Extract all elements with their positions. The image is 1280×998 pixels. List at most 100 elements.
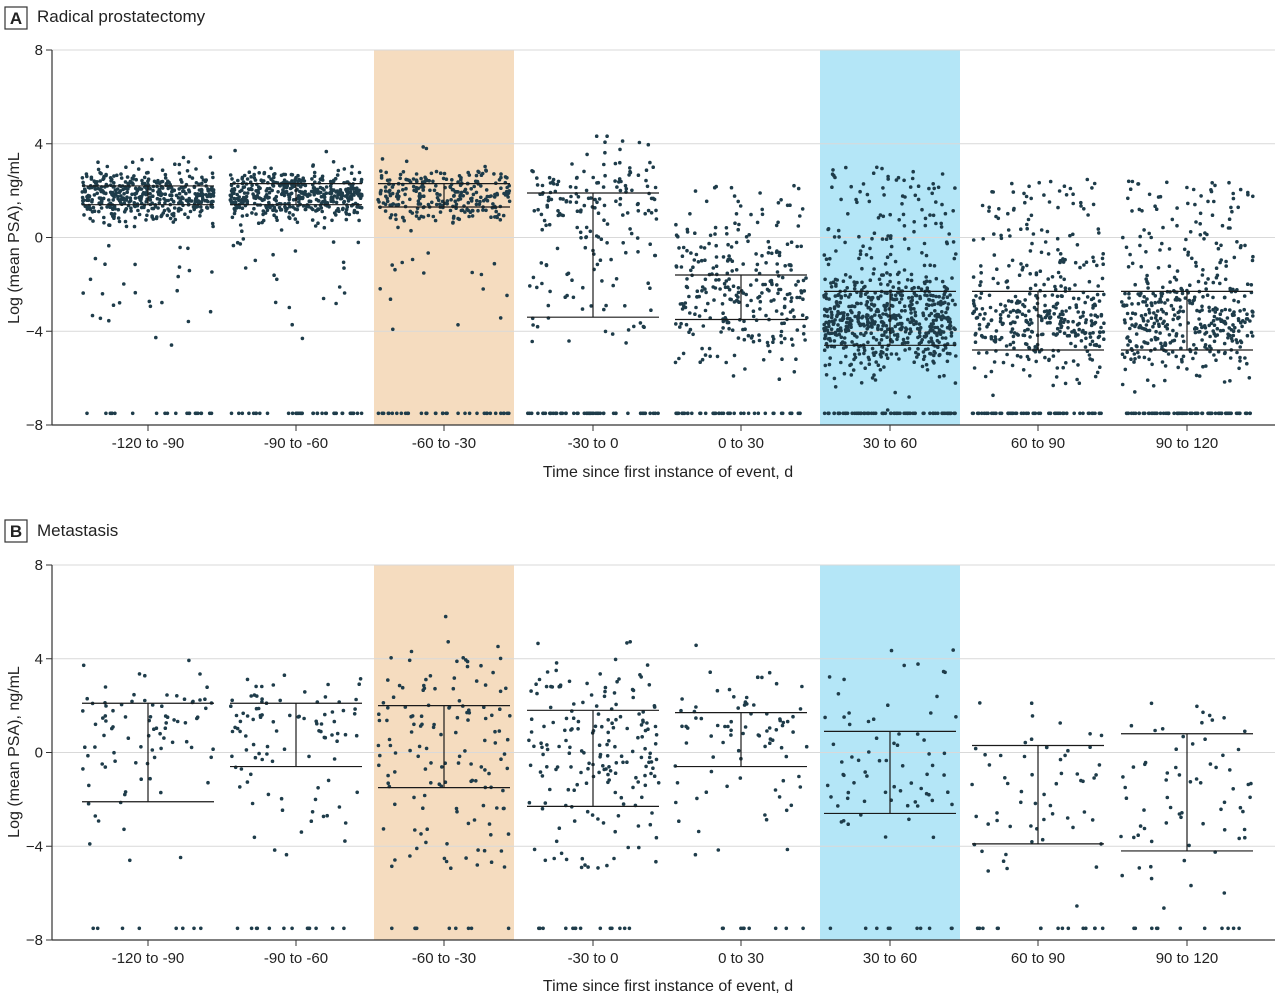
- panel-a-data-point: [890, 327, 894, 331]
- panel-a-data-point: [822, 313, 827, 318]
- panel-a-data-point: [332, 194, 337, 198]
- panel-a-data-point: [825, 328, 830, 333]
- panel-a-data-point: [237, 411, 241, 416]
- panel-b-data-point: [593, 724, 598, 729]
- panel-a-data-point: [885, 255, 890, 259]
- panel-a-data-point: [385, 178, 390, 183]
- panel-a-data-point: [1179, 286, 1183, 291]
- panel-b-data-point: [251, 742, 256, 747]
- panel-a-data-point: [471, 192, 476, 197]
- panel-a-data-point: [1201, 268, 1205, 272]
- panel-a-data-point: [262, 170, 267, 175]
- panel-a-data-point: [624, 341, 628, 345]
- panel-b-data-point: [502, 752, 507, 756]
- panel-a-data-point: [777, 253, 782, 258]
- panel-b-data-point: [582, 751, 586, 755]
- panel-b-data-point: [941, 669, 946, 674]
- panel-b-data-point: [684, 741, 689, 745]
- panel-a-data-point: [401, 188, 405, 192]
- panel-a-data-point: [1071, 296, 1076, 301]
- panel-a-data-point: [903, 329, 908, 334]
- panel-b-data-point: [1123, 785, 1127, 790]
- panel-b-data-point: [322, 735, 327, 740]
- panel-a-data-point: [618, 160, 622, 165]
- panel-a-data-point: [1213, 411, 1218, 416]
- panel-b-data-point: [654, 757, 659, 762]
- panel-b-data-point: [1100, 926, 1105, 931]
- panel-a-data-point: [1084, 336, 1088, 341]
- panel-b-data-point: [924, 791, 929, 796]
- panel-a-data-point: [952, 341, 957, 346]
- panel-b-data-point: [1177, 773, 1182, 777]
- panel-b-data-point: [532, 744, 536, 749]
- panel-a-data-point: [320, 209, 325, 214]
- panel-a-data-point: [861, 314, 865, 319]
- panel-a-data-point: [1246, 192, 1250, 197]
- panel-a-data-point: [711, 266, 716, 270]
- panel-a-data-point: [765, 340, 770, 345]
- panel-a-data-point: [456, 411, 460, 416]
- panel-a-data-point: [287, 195, 291, 199]
- panel-a-data-point: [766, 239, 771, 244]
- panel-b-data-point: [619, 754, 624, 758]
- panel-b-data-point: [165, 715, 170, 719]
- panel-b-data-point: [1190, 742, 1195, 746]
- panel-b-data-point: [1081, 779, 1085, 784]
- panel-a-data-point: [1071, 232, 1075, 237]
- panel-a-data-point: [272, 273, 276, 278]
- panel-a-data-point: [80, 195, 85, 200]
- panel-a-data-point: [993, 335, 997, 339]
- panel-a-data-point: [1101, 330, 1106, 334]
- panel-a-data-point: [99, 199, 104, 204]
- panel-b-data-point: [412, 722, 416, 727]
- panel-a-data-point: [423, 179, 427, 183]
- panel-b-data-point: [1121, 775, 1125, 779]
- panel-b-data-point: [112, 750, 116, 755]
- panel-a-data-point: [134, 177, 138, 182]
- panel-a-data-point: [929, 328, 934, 333]
- panel-b-data-point: [280, 808, 285, 812]
- panel-a-data-point: [751, 314, 756, 319]
- panel-a-data-point: [915, 355, 919, 359]
- panel-a-data-point: [1015, 310, 1019, 314]
- panel-a-data-point: [890, 297, 894, 301]
- panel-b-data-point: [461, 656, 466, 660]
- panel-a-data-point: [1011, 308, 1016, 313]
- panel-a-data-point: [783, 264, 787, 268]
- panel-a-data-point: [313, 224, 318, 228]
- panel-a-data-point: [721, 255, 726, 259]
- panel-b-data-point: [768, 741, 772, 745]
- panel-a-data-point: [418, 196, 422, 200]
- panel-a-data-point: [589, 411, 593, 416]
- panel-a-data-point: [686, 411, 690, 416]
- panel-b-data-point: [927, 752, 931, 756]
- panel-a-data-point: [850, 318, 854, 323]
- panel-a-data-point: [998, 319, 1003, 324]
- panel-a-data-point: [992, 338, 997, 343]
- panel-a-data-point: [721, 311, 725, 316]
- panel-a-data-point: [755, 220, 760, 225]
- panel-b-data-point: [625, 726, 629, 731]
- panel-a-data-point: [909, 272, 914, 277]
- panel-b-data-point: [600, 724, 604, 729]
- panel-a-data-point: [882, 303, 886, 308]
- panel-b-data-point: [1201, 710, 1205, 715]
- panel-b-data-point: [245, 780, 250, 784]
- panel-a-data-point: [1075, 323, 1080, 327]
- panel-a-data-point: [442, 171, 447, 176]
- panel-a-data-point: [776, 220, 780, 225]
- panel-a-data-point: [704, 199, 709, 204]
- panel-b-data-point: [465, 664, 470, 669]
- panel-a-data-point: [1101, 262, 1105, 267]
- panel-a-data-point: [388, 297, 393, 302]
- panel-b-data-point: [559, 851, 564, 856]
- panel-b-data-point: [541, 926, 545, 931]
- panel-a-data-point: [1011, 190, 1016, 194]
- panel-b-data-point: [267, 926, 272, 931]
- panel-a-data-point: [1126, 196, 1130, 201]
- panel-a-data-point: [830, 172, 835, 176]
- panel-a-data-point: [727, 326, 731, 331]
- panel-b-data-point: [417, 744, 422, 749]
- panel-a-data-point: [897, 286, 901, 291]
- panel-b-data-point: [250, 801, 255, 806]
